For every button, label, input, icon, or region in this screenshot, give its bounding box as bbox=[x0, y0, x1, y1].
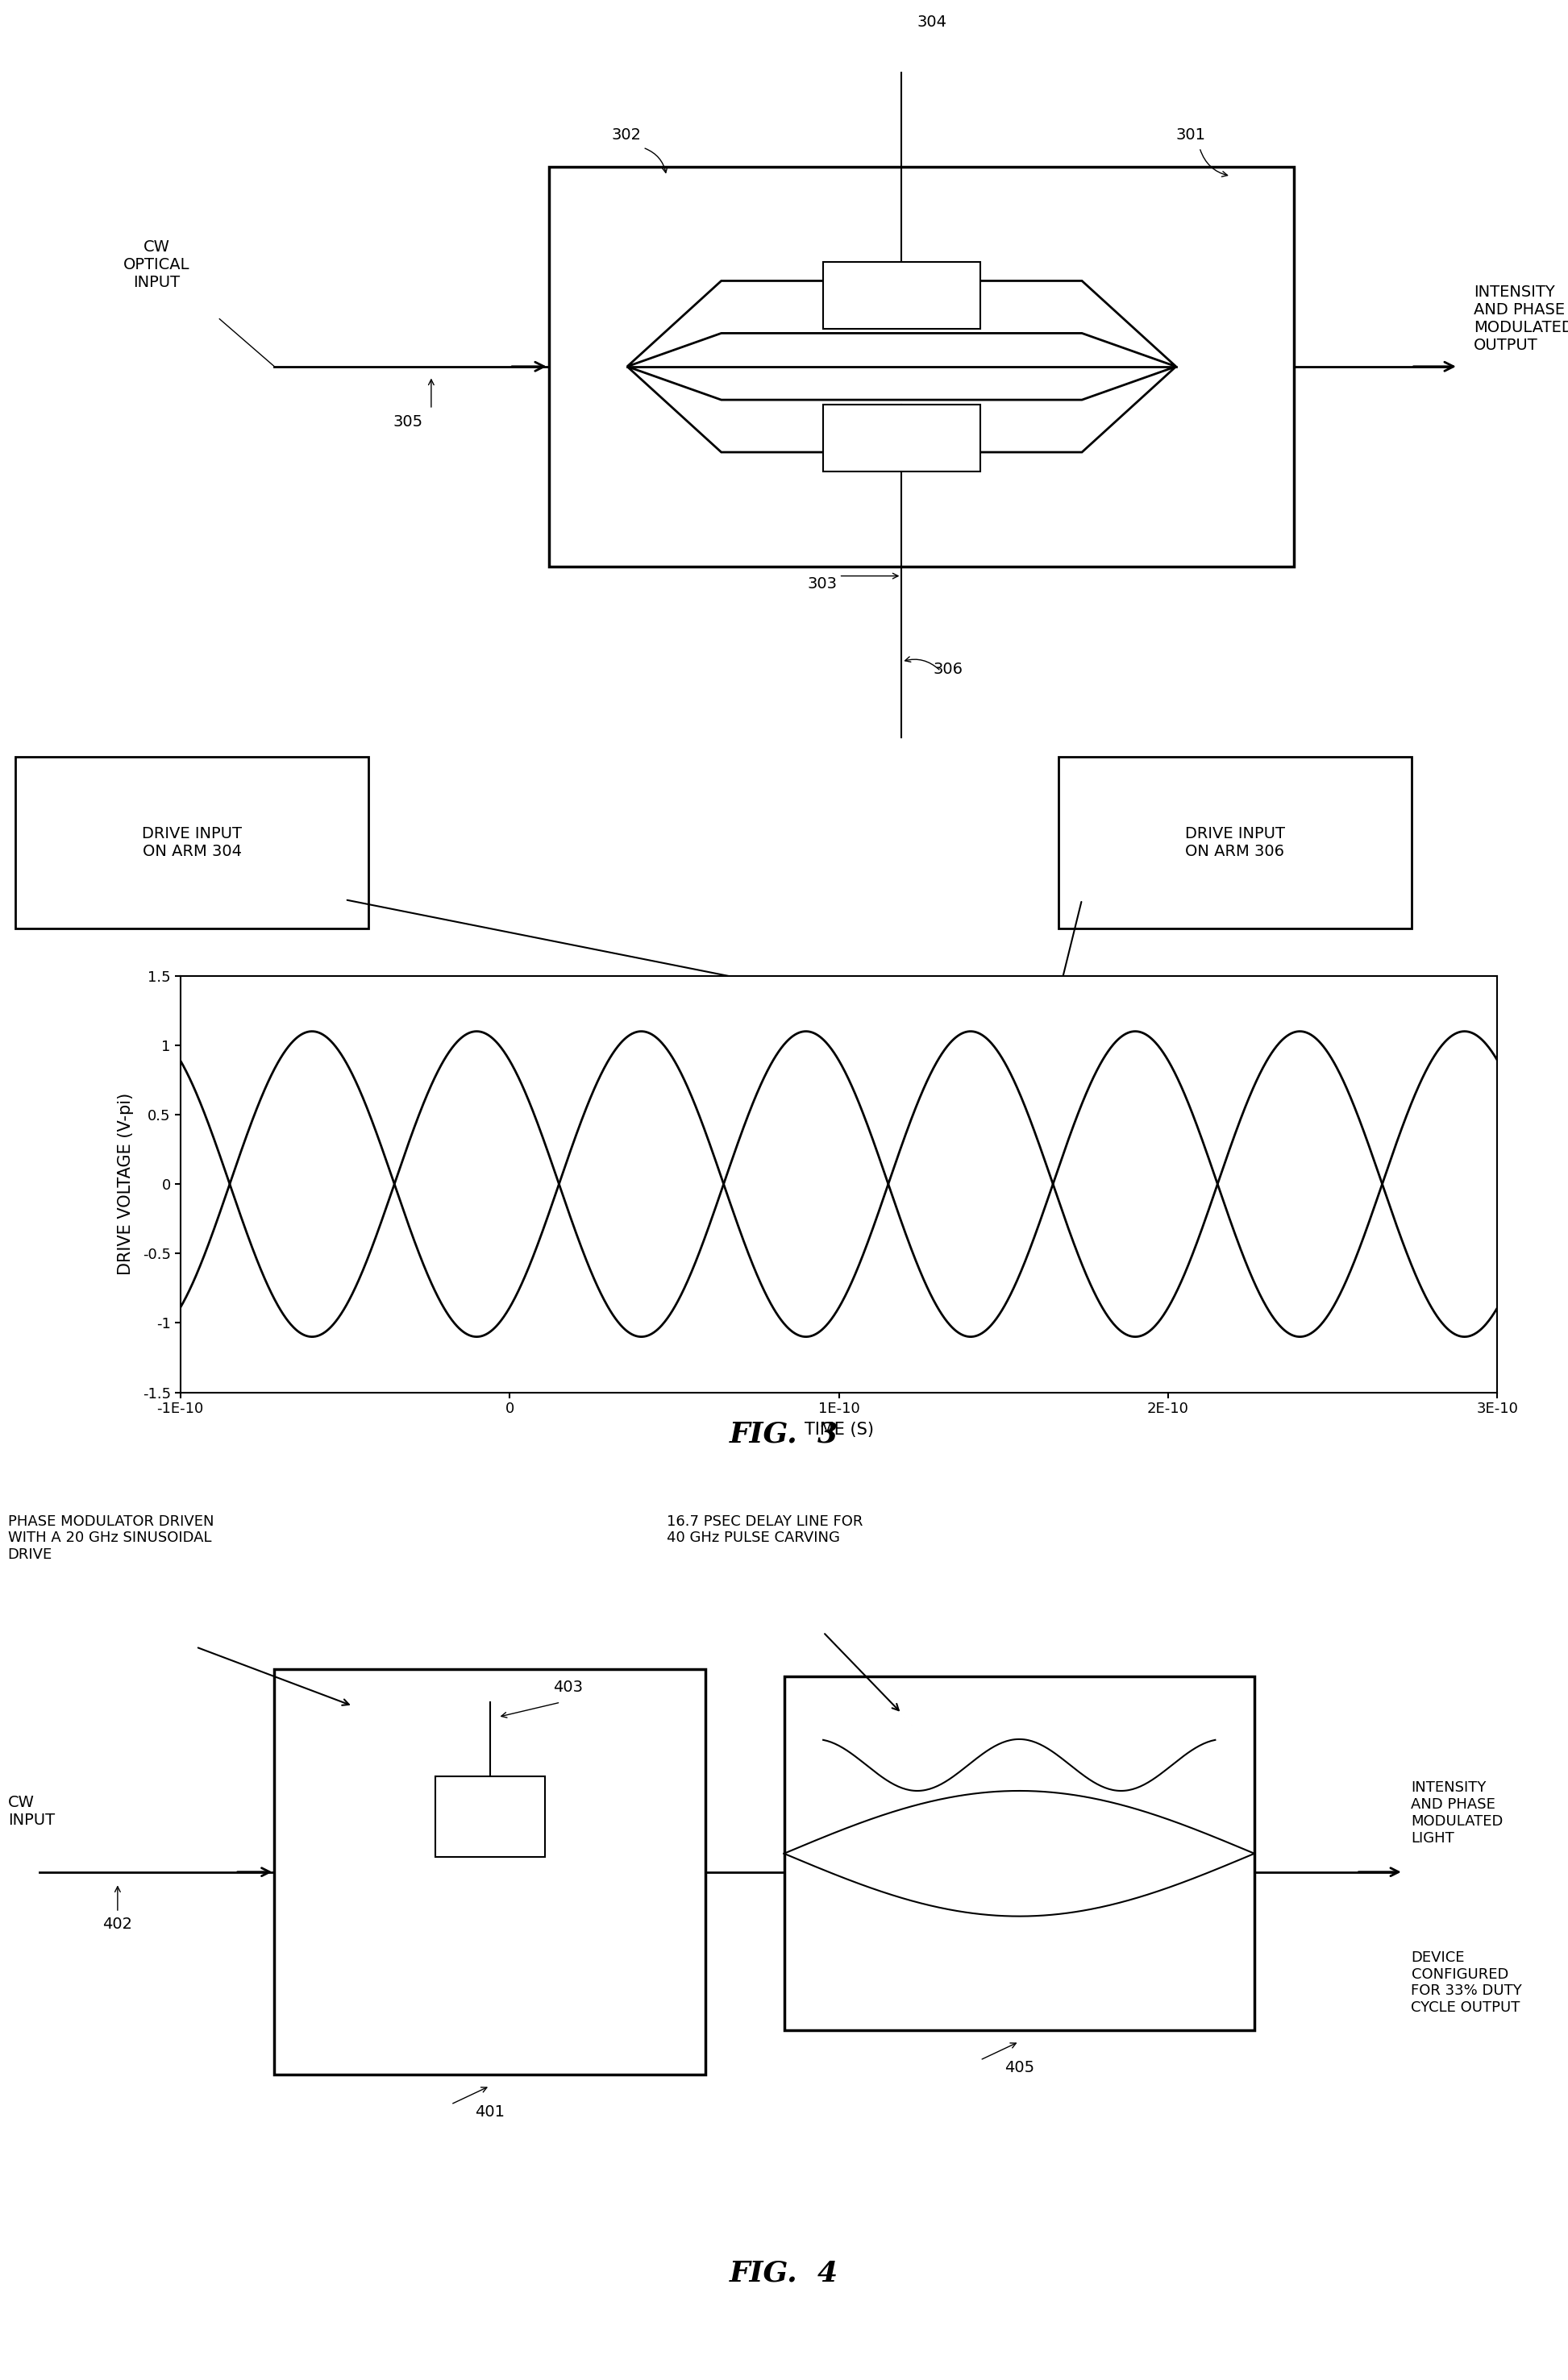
Text: 402: 402 bbox=[102, 1916, 133, 1933]
Text: 306: 306 bbox=[933, 662, 963, 676]
Text: DRIVE INPUT
ON ARM 306: DRIVE INPUT ON ARM 306 bbox=[1185, 826, 1284, 859]
Polygon shape bbox=[627, 281, 1176, 367]
Text: 405: 405 bbox=[1004, 2061, 1035, 2075]
Text: 16.7 PSEC DELAY LINE FOR
40 GHz PULSE CARVING: 16.7 PSEC DELAY LINE FOR 40 GHz PULSE CA… bbox=[666, 1514, 862, 1545]
Text: CW
OPTICAL
INPUT: CW OPTICAL INPUT bbox=[124, 240, 190, 290]
Y-axis label: DRIVE VOLTAGE (V-pi): DRIVE VOLTAGE (V-pi) bbox=[118, 1092, 133, 1276]
Bar bbox=[784, 1676, 1254, 2030]
Polygon shape bbox=[627, 367, 1176, 452]
Text: DEVICE
CONFIGURED
FOR 33% DUTY
CYCLE OUTPUT: DEVICE CONFIGURED FOR 33% DUTY CYCLE OUT… bbox=[1411, 1949, 1523, 2016]
Text: 403: 403 bbox=[552, 1680, 583, 1695]
Bar bbox=[16, 757, 368, 928]
Bar bbox=[274, 1668, 706, 2075]
Text: FIG.  3: FIG. 3 bbox=[729, 1421, 839, 1447]
Text: INTENSITY
AND PHASE
MODULATED
OUTPUT: INTENSITY AND PHASE MODULATED OUTPUT bbox=[1474, 286, 1568, 352]
Text: DRIVE INPUT
ON ARM 304: DRIVE INPUT ON ARM 304 bbox=[143, 826, 241, 859]
X-axis label: TIME (S): TIME (S) bbox=[804, 1421, 873, 1438]
Text: 303: 303 bbox=[808, 576, 837, 590]
Text: PHASE MODULATOR DRIVEN
WITH A 20 GHz SINUSOIDAL
DRIVE: PHASE MODULATOR DRIVEN WITH A 20 GHz SIN… bbox=[8, 1514, 213, 1561]
Bar bbox=[1058, 757, 1411, 928]
Text: 302: 302 bbox=[612, 129, 641, 143]
Bar bbox=[823, 262, 980, 328]
Bar bbox=[549, 167, 1294, 566]
Bar bbox=[434, 1775, 544, 1856]
Text: 305: 305 bbox=[392, 414, 423, 428]
Text: 401: 401 bbox=[475, 2104, 505, 2121]
Bar bbox=[823, 405, 980, 471]
Text: FIG.  4: FIG. 4 bbox=[729, 2259, 839, 2287]
Text: 304: 304 bbox=[917, 14, 947, 29]
Text: INTENSITY
AND PHASE
MODULATED
LIGHT: INTENSITY AND PHASE MODULATED LIGHT bbox=[1411, 1780, 1504, 1845]
Text: 301: 301 bbox=[1176, 129, 1206, 143]
Text: CW
INPUT: CW INPUT bbox=[8, 1795, 55, 1828]
